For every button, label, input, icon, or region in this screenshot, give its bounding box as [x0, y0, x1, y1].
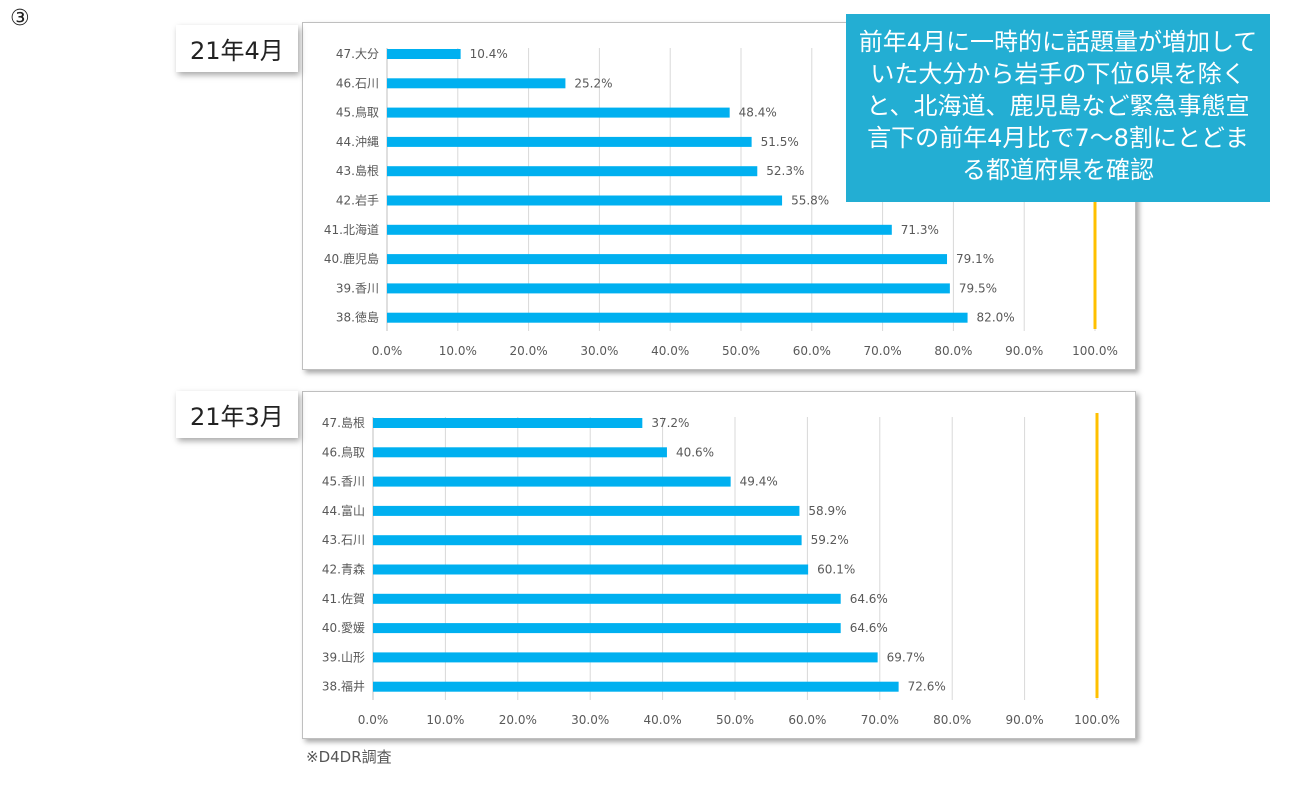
x-tick-label: 80.0% [933, 713, 971, 727]
bar [373, 476, 731, 487]
x-tick-label: 10.0% [439, 344, 477, 358]
x-tick-label: 70.0% [864, 344, 902, 358]
bar [373, 593, 841, 604]
category-label: 46.鳥取 [322, 444, 365, 459]
category-label: 44.沖縄 [336, 134, 379, 149]
x-tick-label: 10.0% [426, 713, 464, 727]
x-tick-label: 20.0% [510, 344, 548, 358]
x-tick-label: 90.0% [1006, 713, 1044, 727]
callout-box: 前年4月に一時的に話題量が増加していた大分から岩手の下位6県を除くと、北海道、鹿… [846, 14, 1270, 202]
x-tick-label: 60.0% [788, 713, 826, 727]
category-label: 43.石川 [322, 533, 365, 547]
data-label: 79.5% [959, 281, 997, 295]
data-label: 48.4% [739, 106, 777, 120]
data-label: 64.6% [850, 592, 888, 606]
category-label: 45.鳥取 [336, 105, 379, 120]
data-label: 10.4% [470, 47, 508, 61]
bar [373, 564, 809, 575]
bar [373, 652, 878, 663]
data-label: 82.0% [977, 311, 1015, 325]
data-label: 40.6% [676, 445, 714, 459]
data-label: 52.3% [766, 164, 804, 178]
data-label: 25.2% [574, 76, 612, 90]
x-tick-label: 0.0% [358, 713, 389, 727]
source-note: ※D4DR調査 [306, 748, 392, 766]
category-label: 38.福井 [322, 679, 365, 694]
category-label: 42.青森 [322, 562, 365, 577]
bar [373, 418, 643, 428]
data-label: 49.4% [740, 475, 778, 489]
bar [387, 224, 892, 235]
bar [373, 623, 841, 634]
x-tick-label: 50.0% [716, 713, 754, 727]
category-label: 47.大分 [336, 47, 379, 61]
category-label: 39.香川 [336, 281, 379, 295]
x-tick-label: 0.0% [372, 344, 403, 358]
data-label: 58.9% [808, 504, 846, 518]
category-label: 40.愛媛 [322, 621, 365, 635]
category-label: 41.佐賀 [322, 592, 365, 606]
period-label-march: 21年3月 [176, 391, 298, 438]
data-label: 64.6% [850, 621, 888, 635]
chart-march-svg: 47.島根 37.2% 46.鳥取 40.6% 45.香川 49.4% 44.富山 58.9%… [322, 413, 1120, 727]
x-tick-label: 60.0% [793, 344, 831, 358]
data-label: 69.7% [887, 650, 925, 664]
period-label-april: 21年4月 [176, 25, 298, 72]
x-tick-label: 80.0% [934, 344, 972, 358]
bar [373, 681, 899, 692]
category-label: 43.島根 [336, 163, 379, 178]
bar [387, 78, 566, 89]
bar [387, 254, 948, 265]
x-tick-label: 30.0% [571, 713, 609, 727]
x-tick-label: 70.0% [861, 713, 899, 727]
data-label: 55.8% [791, 194, 829, 208]
category-label: 46.石川 [336, 76, 379, 90]
x-tick-label: 40.0% [651, 344, 689, 358]
x-tick-label: 100.0% [1072, 344, 1118, 358]
category-label: 38.徳島 [336, 310, 379, 325]
x-tick-label: 50.0% [722, 344, 760, 358]
x-tick-label: 30.0% [580, 344, 618, 358]
data-label: 37.2% [651, 416, 689, 430]
data-label: 59.2% [811, 533, 849, 547]
bar [373, 505, 800, 516]
x-tick-label: 90.0% [1005, 344, 1043, 358]
bar [387, 283, 950, 294]
category-label: 45.香川 [322, 475, 365, 489]
bar [387, 136, 752, 147]
data-label: 71.3% [901, 223, 939, 237]
data-label: 51.5% [761, 135, 799, 149]
bar [387, 195, 783, 206]
category-label: 39.山形 [322, 650, 365, 664]
category-label: 44.富山 [322, 503, 365, 518]
category-label: 42.岩手 [336, 193, 379, 208]
category-label: 41.北海道 [324, 222, 379, 237]
x-tick-label: 40.0% [644, 713, 682, 727]
bar [387, 107, 730, 118]
slide-number: ③ [10, 6, 30, 31]
bar [373, 447, 667, 458]
chart-march: 47.島根 37.2% 46.鳥取 40.6% 45.香川 49.4% 44.富山 58.9%… [302, 391, 1136, 739]
data-label: 60.1% [817, 563, 855, 577]
category-label: 40.鹿児島 [324, 251, 379, 266]
category-label: 47.島根 [322, 415, 365, 430]
bar [373, 535, 802, 546]
x-tick-label: 100.0% [1074, 713, 1120, 727]
data-label: 79.1% [956, 252, 994, 266]
bar [387, 49, 461, 59]
bar [387, 312, 968, 323]
x-tick-label: 20.0% [499, 713, 537, 727]
data-label: 72.6% [908, 680, 946, 694]
bar [387, 166, 758, 177]
